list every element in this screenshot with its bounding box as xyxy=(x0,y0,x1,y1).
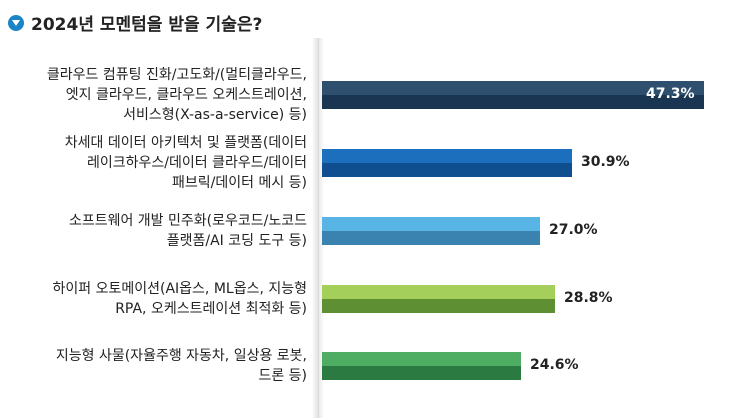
bar xyxy=(322,217,540,245)
bar-top-stripe xyxy=(322,81,704,95)
bar-bottom-stripe xyxy=(322,95,704,109)
category-label-line: 차세대 데이터 아키텍처 및 플랫폼(데이터 xyxy=(64,135,307,151)
category-label-line: 패브릭/데이터 메시 등) xyxy=(172,175,307,191)
bar-top-stripe xyxy=(322,352,521,366)
category-label: 클라우드 컴퓨팅 진화/고도화/(멀티클라우드, 엣지 클라우드, 클라우드 오케… xyxy=(47,65,307,125)
category-label-line: 소프트웨어 개발 민주화(로우코드/노코드 xyxy=(68,213,307,229)
bar-bottom-stripe xyxy=(322,299,555,313)
category-label-line: RPA, 오케스트레이션 최적화 등) xyxy=(115,301,307,317)
bar-top-stripe xyxy=(322,149,572,163)
bar xyxy=(322,81,704,109)
category-axis-line xyxy=(318,38,319,418)
bar xyxy=(322,352,521,380)
chart-title-row: 2024년 모멘텀을 받을 기술은? xyxy=(8,10,262,35)
category-label-line: 서비스형(X-as-a-service) 등) xyxy=(123,107,307,123)
category-label-line: 지능형 사물(자율주행 자동차, 일상용 로봇, xyxy=(55,348,307,364)
category-label-line: 엣지 클라우드, 클라우드 오케스트레이션, xyxy=(65,87,307,103)
chart-title: 2024년 모멘텀을 받을 기술은? xyxy=(31,15,263,35)
category-label-line: 플랫폼/AI 코딩 도구 등) xyxy=(166,233,307,249)
category-label: 지능형 사물(자율주행 자동차, 일상용 로봇, 드론 등) xyxy=(56,346,307,386)
down-arrow-circle-icon xyxy=(8,14,24,31)
bar-bottom-stripe xyxy=(322,231,540,245)
category-label-line: 하이퍼 오토메이션(AI옵스, ML옵스, 지능형 xyxy=(52,281,308,297)
bar xyxy=(322,285,555,313)
bar-top-stripe xyxy=(322,285,555,299)
bar xyxy=(322,149,572,177)
category-label-line: 레이크하우스/데이터 클라우드/데이터 xyxy=(87,155,307,171)
bar-bottom-stripe xyxy=(322,366,521,380)
category-label-line: 드론 등) xyxy=(258,368,307,384)
value-label: 28.8% xyxy=(564,290,613,306)
value-label: 30.9% xyxy=(581,154,630,170)
category-label-line: 클라우드 컴퓨팅 진화/고도화/(멀티클라우드, xyxy=(46,67,307,83)
bar-top-stripe xyxy=(322,217,540,231)
value-label: 27.0% xyxy=(549,222,598,238)
category-label: 하이퍼 오토메이션(AI옵스, ML옵스, 지능형 RPA, 오케스트레이션 최적… xyxy=(53,279,308,319)
bar-bottom-stripe xyxy=(322,163,572,177)
value-label: 24.6% xyxy=(530,357,579,373)
value-label: 47.3% xyxy=(646,86,695,102)
